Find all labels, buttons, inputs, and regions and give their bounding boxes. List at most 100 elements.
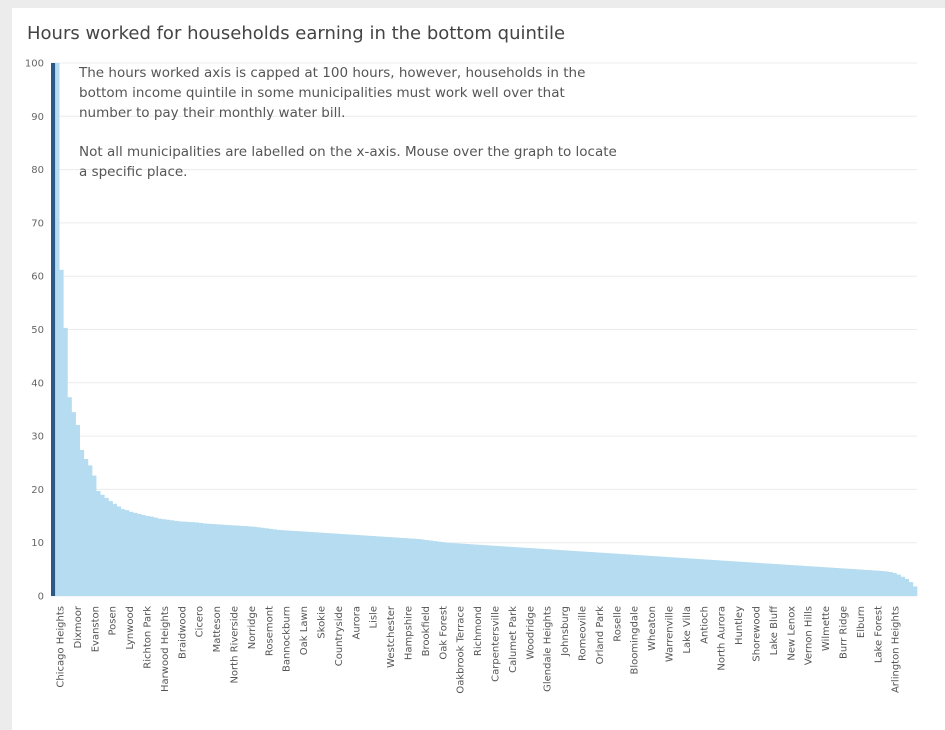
bar[interactable] xyxy=(892,573,897,596)
bar[interactable] xyxy=(572,550,577,596)
bar[interactable] xyxy=(358,535,364,596)
bar[interactable] xyxy=(564,550,569,596)
bar[interactable] xyxy=(67,397,72,596)
bar[interactable] xyxy=(231,525,236,596)
bar[interactable] xyxy=(629,554,635,596)
bar[interactable] xyxy=(806,566,811,596)
bar[interactable] xyxy=(334,533,339,596)
bar[interactable] xyxy=(412,538,417,596)
bar[interactable] xyxy=(502,546,507,596)
bar[interactable] xyxy=(884,571,889,596)
bar[interactable] xyxy=(568,550,573,596)
bar[interactable] xyxy=(699,559,704,596)
bar[interactable] xyxy=(424,540,429,596)
bar[interactable] xyxy=(403,538,409,596)
bar[interactable] xyxy=(683,558,688,596)
bar[interactable] xyxy=(206,523,212,596)
bar[interactable] xyxy=(600,552,606,596)
bar[interactable] xyxy=(769,563,774,596)
bar[interactable] xyxy=(654,556,659,596)
bar[interactable] xyxy=(149,516,154,596)
bar[interactable] xyxy=(527,548,532,596)
bar[interactable] xyxy=(551,549,557,596)
bar[interactable] xyxy=(461,543,466,596)
bar[interactable] xyxy=(843,568,848,596)
bar[interactable] xyxy=(305,531,310,596)
bar[interactable] xyxy=(457,543,462,597)
bar[interactable] xyxy=(428,540,433,596)
bar[interactable] xyxy=(174,520,179,596)
bar[interactable] xyxy=(481,545,487,596)
bar[interactable] xyxy=(662,556,667,596)
bar[interactable] xyxy=(732,561,737,596)
bar[interactable] xyxy=(346,534,351,596)
bar[interactable] xyxy=(756,562,762,596)
bar[interactable] xyxy=(87,465,93,596)
bar[interactable] xyxy=(112,503,117,596)
bar[interactable] xyxy=(165,519,171,596)
bar[interactable] xyxy=(621,554,626,596)
bar[interactable] xyxy=(59,269,64,596)
bar[interactable] xyxy=(736,561,741,596)
bar[interactable] xyxy=(190,522,195,596)
bar[interactable] xyxy=(584,551,589,596)
bar[interactable] xyxy=(248,526,253,596)
bar[interactable] xyxy=(855,569,860,596)
bar[interactable] xyxy=(362,535,368,597)
bar[interactable] xyxy=(51,63,56,596)
bar[interactable] xyxy=(592,552,598,596)
bar[interactable] xyxy=(79,449,85,596)
bar[interactable] xyxy=(535,548,540,596)
bar[interactable] xyxy=(469,544,475,596)
bar[interactable] xyxy=(219,524,224,596)
bar[interactable] xyxy=(522,547,528,596)
bar[interactable] xyxy=(108,501,113,596)
bar[interactable] xyxy=(580,551,585,596)
bar[interactable] xyxy=(839,568,844,596)
bar[interactable] xyxy=(272,529,278,597)
bar[interactable] xyxy=(161,519,167,596)
bar[interactable] xyxy=(391,537,397,596)
bar[interactable] xyxy=(617,553,622,596)
bar[interactable] xyxy=(350,534,356,596)
bar[interactable] xyxy=(215,524,220,596)
bar[interactable] xyxy=(445,542,450,596)
bars[interactable] xyxy=(51,63,918,597)
bar[interactable] xyxy=(178,521,183,596)
bar[interactable] xyxy=(375,536,380,596)
bar[interactable] xyxy=(137,513,142,596)
bar[interactable] xyxy=(781,564,786,596)
bar[interactable] xyxy=(576,551,581,596)
bar[interactable] xyxy=(802,565,807,596)
bar[interactable] xyxy=(810,566,815,596)
bar[interactable] xyxy=(63,327,68,596)
bar[interactable] xyxy=(691,558,696,596)
bar[interactable] xyxy=(367,535,372,596)
bar[interactable] xyxy=(100,494,105,596)
bar[interactable] xyxy=(908,582,914,596)
bar[interactable] xyxy=(71,412,76,596)
bar[interactable] xyxy=(252,526,257,596)
bar[interactable] xyxy=(280,530,286,596)
bar[interactable] xyxy=(354,534,360,596)
bar[interactable] xyxy=(198,522,204,596)
bar[interactable] xyxy=(851,569,856,596)
bar[interactable] xyxy=(133,512,138,596)
bar[interactable] xyxy=(182,521,187,596)
bar[interactable] xyxy=(321,532,327,596)
bar[interactable] xyxy=(83,459,89,596)
bar[interactable] xyxy=(650,556,655,596)
bar[interactable] xyxy=(514,547,520,596)
bar[interactable] xyxy=(674,557,680,596)
bar[interactable] xyxy=(695,558,700,596)
bar[interactable] xyxy=(235,525,241,596)
bar[interactable] xyxy=(383,536,388,596)
bar[interactable] xyxy=(748,562,754,596)
bar[interactable] xyxy=(637,555,643,596)
bar[interactable] xyxy=(687,558,692,596)
bar[interactable] xyxy=(317,532,323,596)
bar[interactable] xyxy=(490,545,495,596)
bar[interactable] xyxy=(555,549,561,596)
bar[interactable] xyxy=(904,578,910,596)
bar[interactable] xyxy=(531,548,536,596)
